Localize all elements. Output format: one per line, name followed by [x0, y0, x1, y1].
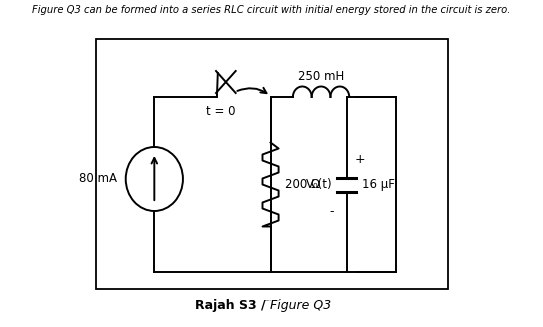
Text: Figure Q3 can be formed into a series RLC circuit with initial energy stored in : Figure Q3 can be formed into a series RL…	[32, 5, 510, 15]
Text: -: -	[329, 205, 333, 218]
Bar	[96, 39, 447, 289]
Text: 200 Ω: 200 Ω	[285, 178, 320, 191]
Text: Rajah S3 /: Rajah S3 /	[195, 299, 270, 312]
Text: Rajah S3 / Figure Q3: Rajah S3 / Figure Q3	[264, 299, 279, 301]
Text: V₀(t): V₀(t)	[306, 178, 332, 191]
Text: Figure Q3: Figure Q3	[270, 299, 331, 312]
Text: 80 mA: 80 mA	[79, 173, 117, 185]
Text: +: +	[355, 153, 365, 166]
Text: t = 0: t = 0	[206, 105, 236, 118]
Text: 16 μF: 16 μF	[362, 178, 395, 191]
Text: 250 mH: 250 mH	[298, 70, 344, 82]
